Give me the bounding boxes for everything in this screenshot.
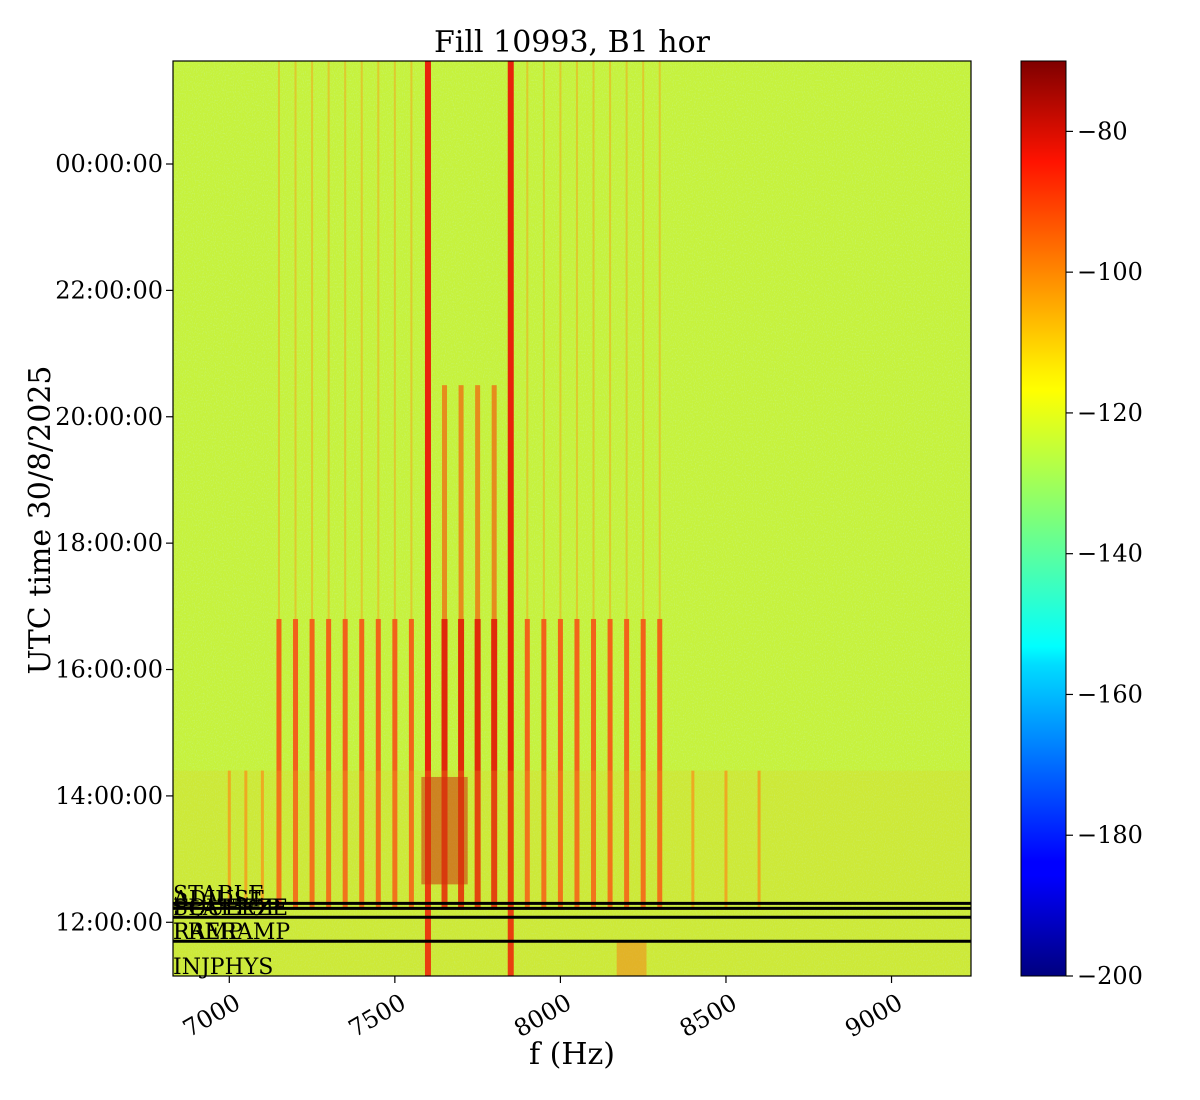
plot-frame: [172, 60, 972, 977]
spectral-line: [327, 61, 330, 619]
y-tick-label: 12:00:00: [55, 908, 163, 936]
x-tick-label: 8000: [509, 988, 576, 1043]
y-tick-label: 22:00:00: [55, 276, 163, 304]
spectral-line: [609, 61, 612, 619]
colorbar-tick-label: −180: [1077, 821, 1143, 849]
phase-label: INJPHYS: [173, 955, 273, 980]
spectral-line: [559, 61, 562, 619]
spectral-line: [658, 61, 661, 619]
chart-title: Fill 10993, B1 hor: [434, 25, 711, 60]
phase-label: ADJUST: [172, 887, 264, 912]
spectral-line: [311, 61, 314, 619]
colorbar-tick-label: −120: [1077, 399, 1143, 427]
spectral-line: [260, 770, 264, 910]
spectral-line: [392, 618, 398, 910]
spectral-line: [574, 618, 580, 910]
spectral-line: [393, 61, 396, 619]
x-tick-label: 8500: [675, 988, 742, 1043]
y-tick-label: 16:00:00: [55, 656, 163, 684]
spectral-line: [276, 618, 282, 910]
hot-region: [421, 776, 468, 885]
spectral-line: [607, 618, 613, 910]
spectral-line: [344, 61, 347, 619]
colorbar-tick-label: −80: [1077, 117, 1128, 145]
spectral-line: [458, 385, 464, 619]
spectral-line: [491, 618, 498, 910]
spectral-line: [724, 770, 728, 910]
spectral-line: [640, 618, 646, 910]
spectral-line: [408, 618, 414, 910]
colorbar: [1020, 60, 1067, 977]
spectral-line: [592, 61, 595, 619]
spectral-line: [442, 385, 448, 619]
phase-label: STABLE: [173, 882, 264, 907]
spectral-line: [757, 770, 761, 910]
y-axis-label: UTC time 30/8/2025: [23, 366, 58, 675]
spectral-line: [475, 385, 481, 619]
spectral-line: [294, 61, 297, 619]
spectral-line: [526, 61, 529, 619]
y-tick-label: 14:00:00: [55, 782, 163, 810]
spectral-line: [624, 618, 630, 910]
spectral-line: [642, 61, 645, 619]
spectral-line: [360, 61, 363, 619]
x-tick-label: 7500: [344, 988, 411, 1043]
injection-band: [616, 941, 647, 976]
spectral-line: [441, 618, 448, 910]
spectral-line: [625, 61, 628, 619]
phase-label: SQUEEZE: [173, 896, 288, 921]
colorbar-tick-label: −160: [1077, 680, 1143, 708]
y-tick-label: 00:00:00: [55, 150, 163, 178]
spectral-line: [375, 618, 381, 910]
spectral-line: [410, 61, 413, 619]
spectral-line: [293, 618, 299, 910]
spectral-line: [524, 618, 530, 910]
spectral-line: [227, 770, 231, 910]
colorbar-tick-label: −200: [1077, 962, 1143, 990]
x-tick-label: 7000: [178, 988, 245, 1043]
phase-label: RAMP: [173, 920, 243, 945]
spectral-line: [424, 61, 431, 976]
x-axis: 7000 7500 8000 8500 9000: [178, 976, 907, 1043]
colorbar-tick-label: −140: [1077, 540, 1143, 568]
spectral-line: [377, 61, 380, 619]
spectral-line: [507, 61, 514, 976]
spectral-line: [591, 618, 597, 910]
y-axis: 12:00:00 14:00:00 16:00:00 18:00:00 20:00:00…: [55, 150, 173, 936]
spectral-line: [474, 618, 481, 910]
spectral-line: [691, 770, 695, 910]
spectral-line: [458, 618, 465, 910]
x-tick-label: 9000: [840, 988, 907, 1043]
low-band: [173, 770, 971, 976]
spectral-line: [541, 618, 547, 910]
spectral-line: [557, 618, 563, 910]
spectral-line: [309, 618, 315, 910]
colorbar-axis: −80 −100 −120 −140 −160 −180 −200: [1066, 117, 1143, 990]
spectral-line: [491, 385, 497, 619]
phase-label: PRERAMP: [173, 920, 290, 945]
y-tick-label: 18:00:00: [55, 529, 163, 557]
spectral-line: [359, 618, 365, 910]
spectral-line: [326, 618, 332, 910]
spectral-line: [542, 61, 545, 619]
spectral-line: [657, 618, 663, 910]
spectrogram-image: [173, 61, 971, 976]
spectral-line: [575, 61, 578, 619]
x-axis-label: f (Hz): [529, 1037, 615, 1072]
spectral-line: [277, 61, 280, 619]
y-tick-label: 20:00:00: [55, 403, 163, 431]
spectral-line: [244, 770, 248, 910]
phase-label: FLATTOP: [173, 896, 280, 921]
colorbar-tick-label: −100: [1077, 258, 1143, 286]
spectral-line: [342, 618, 348, 910]
